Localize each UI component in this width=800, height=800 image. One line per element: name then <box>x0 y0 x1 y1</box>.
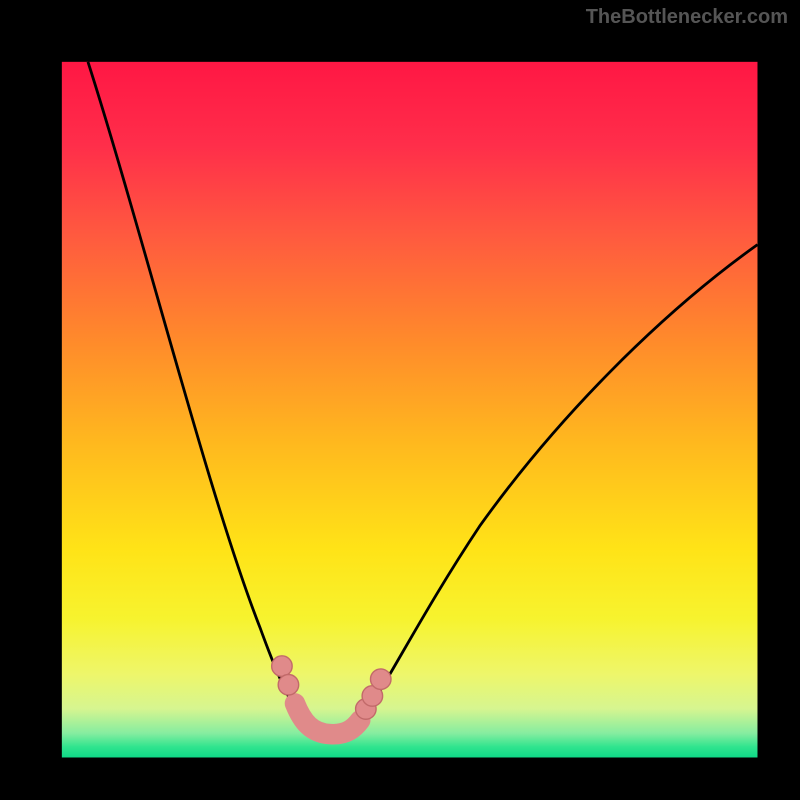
chart-svg <box>32 32 778 778</box>
chart-plot-area <box>32 32 778 778</box>
data-marker <box>272 656 293 677</box>
gradient-background <box>62 62 758 758</box>
data-marker <box>278 674 299 695</box>
watermark-text: TheBottlenecker.com <box>586 6 788 29</box>
data-marker <box>370 669 391 690</box>
